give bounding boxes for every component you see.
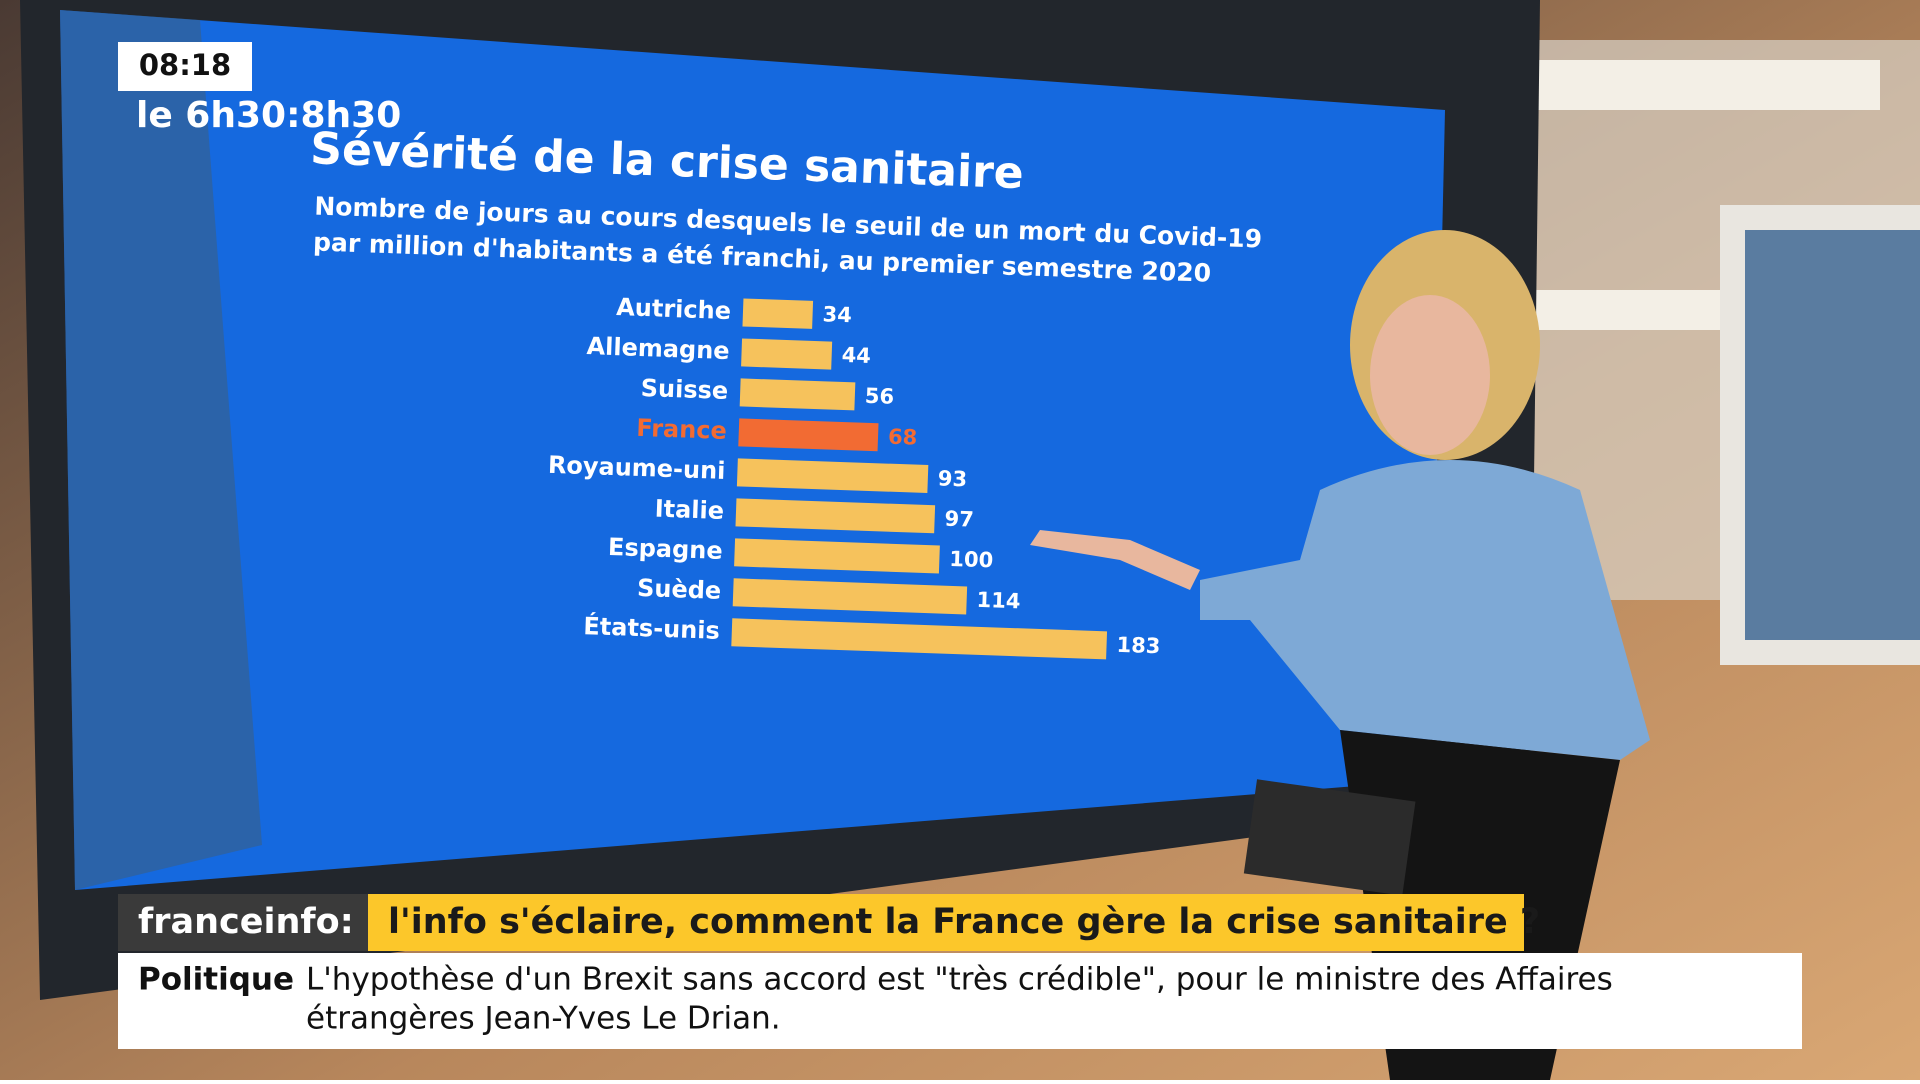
- value-label: 44: [841, 343, 871, 368]
- category-label: Suisse: [640, 374, 728, 405]
- headline-box: [368, 894, 1524, 951]
- category-label: Allemagne: [586, 332, 730, 365]
- presenter-hand: [1030, 530, 1200, 590]
- value-label: 56: [864, 384, 894, 409]
- bar: [738, 418, 879, 452]
- value-label: 93: [937, 466, 967, 491]
- clock-box: [118, 42, 252, 91]
- screen: [60, 10, 1445, 890]
- bar: [736, 458, 929, 494]
- category-label: Italie: [654, 495, 724, 525]
- category-label: Autriche: [616, 293, 732, 325]
- category-label: Suède: [637, 574, 722, 605]
- value-label: 34: [822, 302, 852, 327]
- bar: [734, 538, 940, 574]
- category-label: France: [636, 414, 727, 445]
- screen-side: [60, 10, 262, 890]
- brand-box: [118, 894, 368, 951]
- show-name: le 6h30:8h30: [136, 95, 401, 136]
- presenter-shirt: [1200, 460, 1650, 760]
- value-label: 68: [888, 425, 918, 450]
- ticker-line: L'hypothèse d'un Brexit sans accord est …: [306, 962, 1613, 998]
- value-label: 183: [1116, 633, 1161, 659]
- bar: [742, 298, 814, 329]
- bar: [741, 338, 833, 370]
- presenter-face: [1370, 295, 1490, 455]
- value-label: 100: [949, 547, 994, 573]
- ticker-line: étrangères Jean-Yves Le Drian.: [306, 1001, 781, 1037]
- category-label: Espagne: [608, 533, 724, 565]
- bar: [732, 578, 968, 615]
- category-label: États-unis: [583, 611, 720, 645]
- value-label: 114: [976, 588, 1021, 614]
- bar: [735, 498, 936, 534]
- bar: [731, 618, 1108, 660]
- clock: 08:18: [139, 48, 231, 82]
- bar: [739, 378, 856, 411]
- ticker-box: [118, 953, 1802, 1049]
- brand: franceinfo:: [138, 902, 354, 942]
- value-label: 97: [944, 507, 974, 532]
- studio-screen: [1745, 230, 1920, 640]
- ticker-section: Politique: [138, 962, 294, 998]
- chart: Sévérité de la crise sanitaire Nombre de…: [310, 123, 1263, 660]
- headline: l'info s'éclaire, comment la France gère…: [388, 902, 1540, 942]
- category-label: Royaume-uni: [547, 451, 725, 485]
- studio-shelf: [1530, 290, 1730, 330]
- presenter-card: [1243, 779, 1416, 896]
